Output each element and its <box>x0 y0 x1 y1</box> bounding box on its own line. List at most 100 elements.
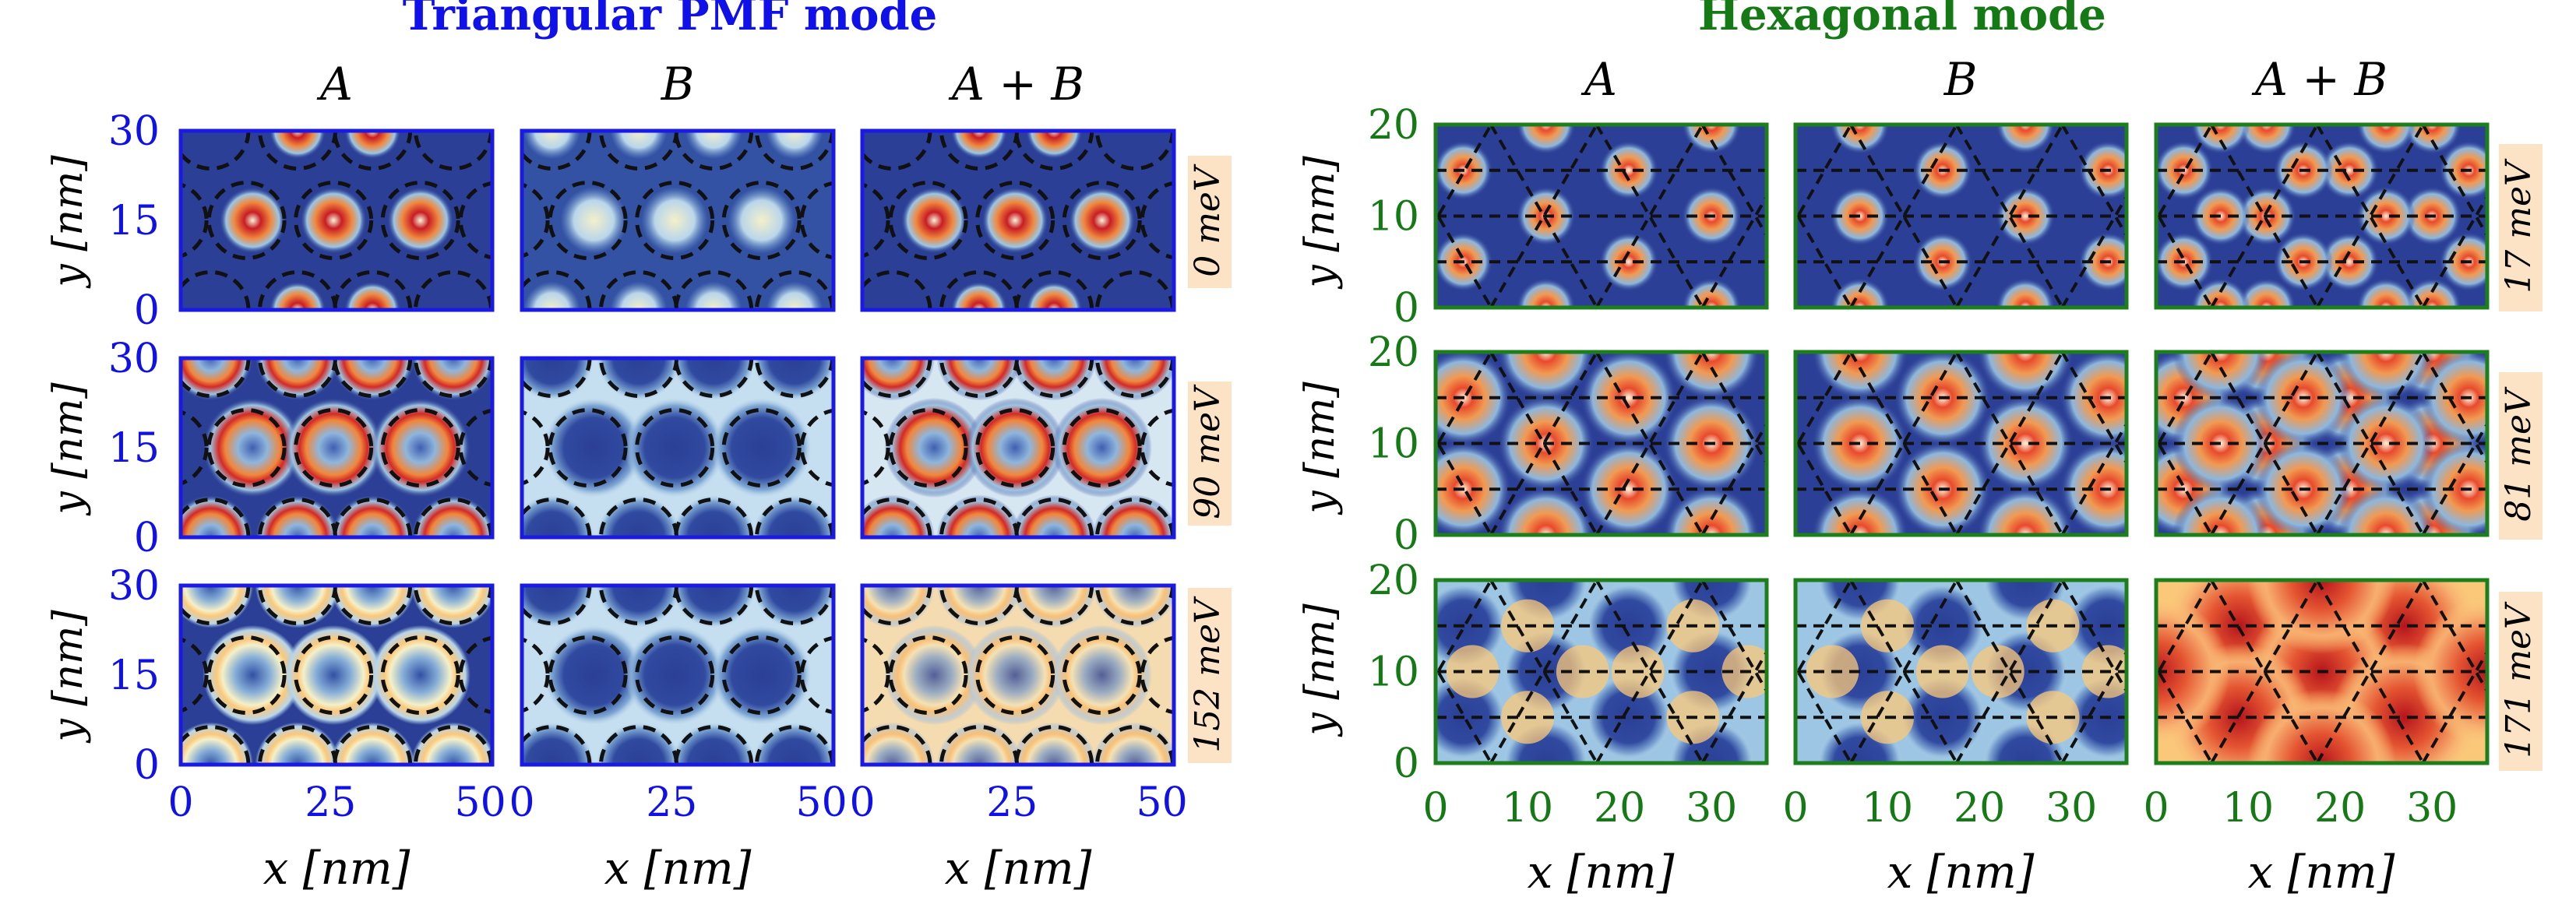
density-spot <box>1497 487 1595 535</box>
dashed-circle <box>888 635 968 715</box>
density-spot <box>2356 125 2416 154</box>
density-blob <box>1025 131 1083 160</box>
density-blob <box>386 187 454 254</box>
right-ylabel-row3: y [nm] <box>1297 603 1344 737</box>
density-spot <box>2319 140 2379 200</box>
density-spot <box>2319 232 2379 292</box>
dashed-circle <box>294 635 374 715</box>
dashed-circle <box>862 182 890 259</box>
right-panel-frame <box>1793 578 2129 765</box>
right-energy-bg-3 <box>2499 592 2543 771</box>
left-panel-r2-c2 <box>522 358 833 537</box>
density-blob <box>936 494 1022 537</box>
density-blob <box>671 494 756 537</box>
density-spot <box>1516 278 1576 308</box>
right-panel-frame <box>1433 122 1769 310</box>
right-ytick-label: 0 <box>1394 285 1419 332</box>
left-panel-frame <box>520 583 836 767</box>
right-xtick-label: 20 <box>2314 785 2366 832</box>
density-blob <box>544 624 644 726</box>
density-blob <box>862 586 935 628</box>
density-blob <box>370 624 470 726</box>
density-blob <box>219 187 287 254</box>
left-xtick-label: 0 <box>167 779 193 826</box>
density-blob <box>522 358 594 401</box>
dashed-circle <box>635 635 715 715</box>
right-xtick-label: 30 <box>1686 785 1737 832</box>
density-blob <box>752 494 833 537</box>
density-spot <box>2338 352 2435 400</box>
left-panel-r3-c3 <box>862 586 1174 765</box>
right-panel-frame <box>1433 350 1769 537</box>
density-spot <box>1585 582 1672 669</box>
density-blob <box>329 494 415 537</box>
right-ytick-label: 0 <box>1394 512 1419 559</box>
density-blob <box>752 722 833 765</box>
density-spot <box>2338 395 2435 492</box>
left-panel-r1-c2 <box>522 131 833 310</box>
left-panel-frame <box>178 128 495 312</box>
density-blob <box>370 397 470 498</box>
density-blob <box>1052 624 1152 726</box>
density-blob <box>610 131 668 160</box>
left-xtick-label: 0 <box>849 779 875 826</box>
density-blob <box>981 187 1048 254</box>
left-energy-row-3: 152 meV <box>1188 596 1228 753</box>
right-energy-bg-2 <box>2499 372 2543 540</box>
density-blob <box>900 187 968 254</box>
dashed-circle <box>721 181 802 260</box>
density-spot <box>1996 278 2056 308</box>
density-blob <box>255 494 340 537</box>
left-panel-frame <box>520 356 836 540</box>
density-blob <box>685 281 742 310</box>
density-blob <box>283 397 384 498</box>
right-ytick-label: 20 <box>1368 102 1419 149</box>
right-col-header-ab: A + B <box>2251 53 2387 106</box>
right-ylabel-row1: y [nm] <box>1297 156 1344 290</box>
right-xlabel-col3: x [nm] <box>2248 846 2395 897</box>
density-blob <box>181 722 253 765</box>
density-spot <box>1996 186 2056 246</box>
right-xtick-label: 30 <box>2406 785 2458 832</box>
density-spot <box>2356 278 2416 308</box>
density-spot <box>1598 232 1658 292</box>
density-spot <box>1497 352 1595 400</box>
density-blob <box>884 624 985 726</box>
left-xtick-label: 50 <box>796 779 848 826</box>
dashed-circle <box>206 408 287 487</box>
dashed-circle <box>548 635 628 715</box>
density-blob <box>181 358 253 401</box>
density-spot <box>1585 674 1672 761</box>
right-ytick-label: 20 <box>1368 558 1419 604</box>
dashed-circle <box>721 635 802 715</box>
left-xtick-label: 25 <box>305 779 356 826</box>
right-ylabel-row2: y [nm] <box>1297 382 1344 515</box>
left-xtick-label: 50 <box>455 779 506 826</box>
left-ylabel-row1: y [nm] <box>45 155 92 289</box>
left-xtick-label: 25 <box>646 779 697 826</box>
left-panel-frame <box>520 128 836 312</box>
right-energy-row-3: 171 meV <box>2499 601 2539 758</box>
right-panel-r1-c3 <box>2156 125 2487 308</box>
dashed-circle <box>294 181 374 260</box>
density-blob <box>624 397 725 498</box>
density-spot <box>2172 352 2269 400</box>
density-blob <box>203 624 303 726</box>
density-blob <box>411 722 492 765</box>
dashed-circle <box>380 635 460 715</box>
dashed-circle <box>181 182 209 259</box>
left-xtick-label: 0 <box>509 779 534 826</box>
right-xtick-label: 0 <box>1422 785 1448 832</box>
left-ytick-label: 0 <box>134 742 160 789</box>
dashed-circle <box>862 637 890 713</box>
left-col-header-ab: A + B <box>948 58 1084 111</box>
density-blob <box>329 722 415 765</box>
density-blob <box>203 397 303 498</box>
density-spot <box>1598 140 1658 200</box>
dashed-circle <box>862 410 890 486</box>
right-energy-row-1: 17 meV <box>2499 158 2539 294</box>
dashed-circle <box>380 408 460 487</box>
density-blob <box>411 494 492 537</box>
dashed-circle <box>721 408 802 487</box>
density-spot <box>1580 441 1677 535</box>
